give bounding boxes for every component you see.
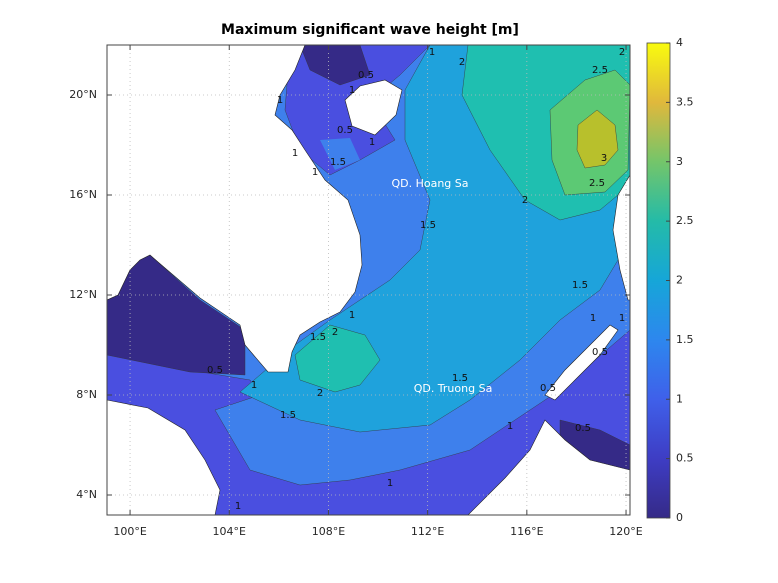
contour-label: 1 (590, 313, 596, 324)
contour-label: 1 (312, 167, 318, 178)
x-tick-label: 100°E (113, 525, 146, 538)
contour-label: 1.5 (330, 157, 346, 168)
land (344, 79, 403, 136)
annotation: QD. Hoang Sa (391, 177, 468, 190)
colorbar-tick-label: 1 (676, 392, 683, 405)
x-tick-label: 120°E (609, 525, 642, 538)
contour-label: 1 (429, 47, 435, 58)
map (107, 45, 630, 515)
contour-label: 1 (619, 313, 625, 324)
contour-label: 1 (369, 137, 375, 148)
contour-label: 1.5 (310, 332, 326, 343)
contour-label: 2 (459, 57, 465, 68)
y-tick-label: 12°N (69, 288, 97, 301)
contour-label: 0.5 (540, 383, 556, 394)
contour-label: 0.5 (575, 423, 591, 434)
colorbar-tick-label: 3.5 (676, 95, 694, 108)
sea-level-0 (299, 45, 371, 86)
x-tick-label: 104°E (213, 525, 246, 538)
contour-label: 1.5 (452, 373, 468, 384)
contour-label: 2.5 (592, 65, 608, 76)
colorbar-tick-label: 4 (676, 36, 683, 49)
sea-level-1 (320, 138, 360, 170)
y-tick-label: 8°N (76, 388, 97, 401)
colorbar-tick-label: 0 (676, 511, 683, 524)
contour-label: 1 (292, 148, 298, 159)
contour-label: 0.5 (207, 365, 223, 376)
land (107, 399, 221, 515)
y-tick-label: 16°N (69, 188, 97, 201)
plot-frame (106, 44, 631, 516)
contour-label: 1 (349, 85, 355, 96)
colorbar-tick-label: 0.5 (676, 452, 694, 465)
chart-title: Maximum significant wave height [m] (221, 22, 519, 38)
contour-label: 0.5 (592, 347, 608, 358)
annotation: QD. Truong Sa (414, 382, 493, 395)
contour-label: 1.5 (420, 220, 436, 231)
x-tick-label: 108°E (312, 525, 345, 538)
y-tick-label: 4°N (76, 488, 97, 501)
colorbar-tick-label: 1.5 (676, 333, 694, 346)
land (107, 45, 363, 373)
sea-level-2 (294, 324, 381, 393)
contour-label: 3 (601, 153, 607, 164)
contour-label: 1.5 (280, 410, 296, 421)
contour-label: 1.5 (572, 280, 588, 291)
contour-label: 0.5 (337, 125, 353, 136)
colorbar-tick-label: 2 (676, 274, 683, 287)
colorbar-tick-label: 3 (676, 155, 683, 168)
colorbar-tick-label: 2.5 (676, 214, 694, 227)
contour-label: 2 (522, 195, 528, 206)
land (467, 419, 630, 515)
contour-label: 2.5 (589, 178, 605, 189)
x-tick-label: 116°E (510, 525, 543, 538)
contour-label: 1 (387, 478, 393, 489)
x-tick-label: 112°E (411, 525, 444, 538)
land (544, 324, 619, 401)
contour-label: 1 (235, 501, 241, 512)
contour-label: 1 (349, 310, 355, 321)
contour-label: 2 (619, 47, 625, 58)
y-tick-label: 20°N (69, 88, 97, 101)
sea-level-3 (576, 109, 619, 169)
contour-label: 2 (332, 327, 338, 338)
contour-label: 1 (251, 380, 257, 391)
contour-label: 2 (317, 388, 323, 399)
contour-label: 1 (507, 421, 513, 432)
land (612, 174, 630, 301)
contour-label: 1 (277, 95, 283, 106)
contour-label: 0.5 (358, 70, 374, 81)
